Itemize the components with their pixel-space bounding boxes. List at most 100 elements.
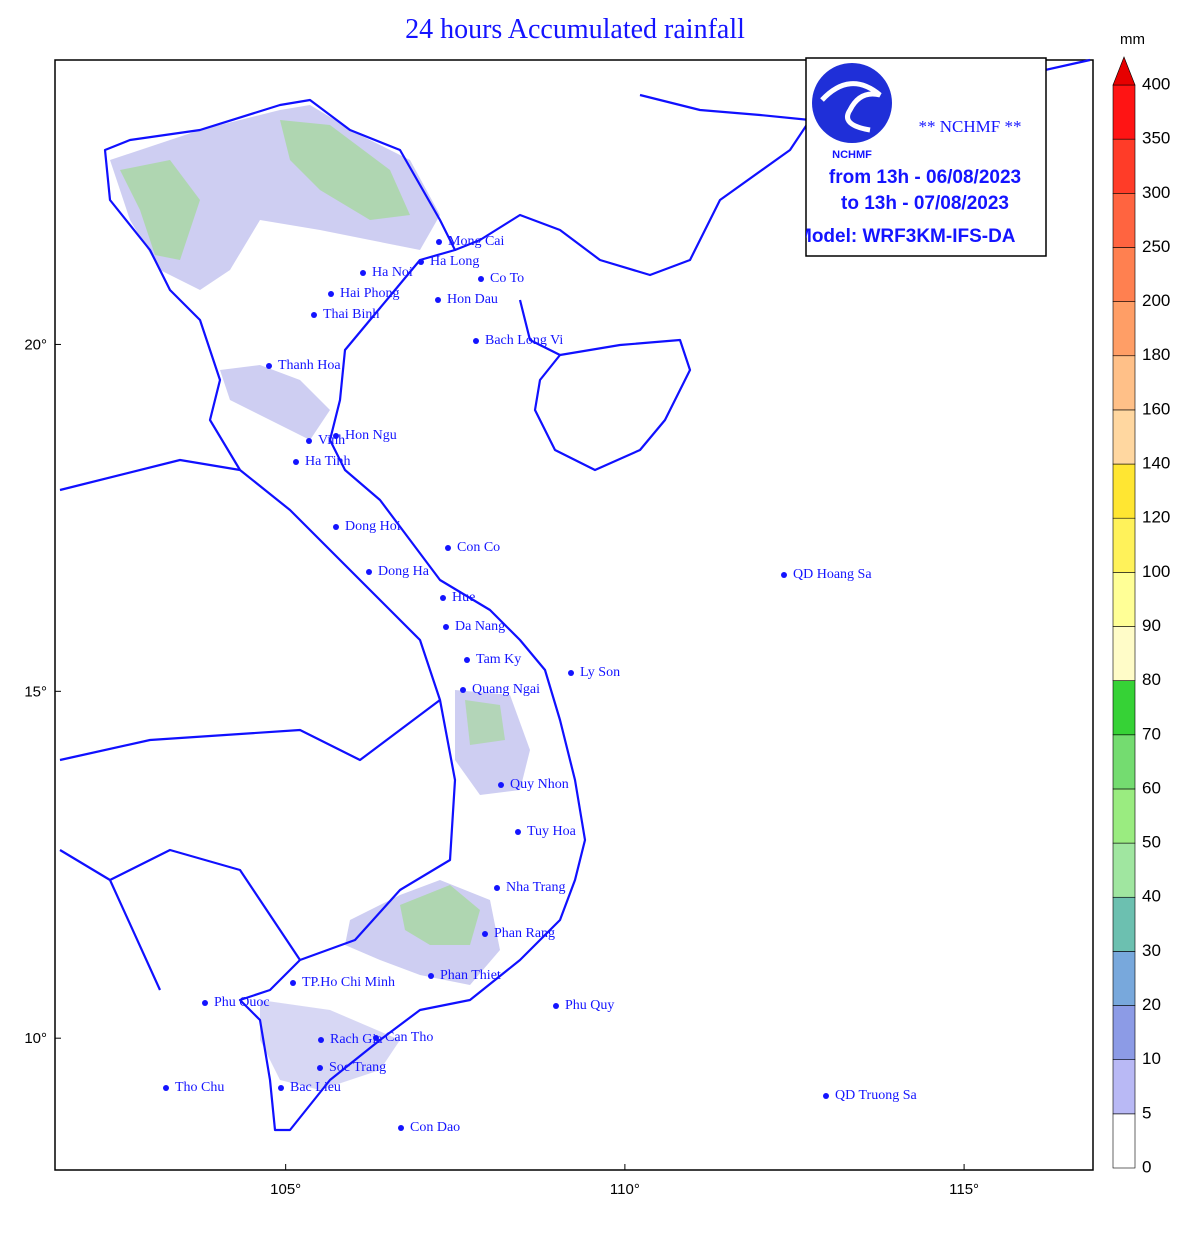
station-dot (311, 312, 317, 318)
title: 24 hours Accumulated rainfall (405, 14, 745, 45)
place-label: TP.Ho Chi Minh (302, 975, 395, 990)
station-dot (460, 687, 466, 693)
colorbar-label: 90 (1142, 616, 1161, 635)
place-label: Phan Thiet (440, 968, 501, 983)
agency: ** NCHMF ** (919, 117, 1022, 136)
place-label: Quy Nhon (510, 777, 569, 792)
vietnam-outline (103, 98, 587, 1132)
rain-shading (110, 105, 530, 1090)
colorbar-label: 70 (1142, 724, 1161, 743)
colorbar-label: 40 (1142, 887, 1161, 906)
place-label: QD Truong Sa (835, 1088, 917, 1103)
station-dot (515, 829, 521, 835)
place-label: Dong Hoi (345, 519, 401, 534)
station-dot (333, 524, 339, 530)
colorbar-bin (1112, 463, 1136, 519)
place-label: Soc Trang (329, 1060, 386, 1075)
station-dot (202, 1000, 208, 1006)
colorbar-label: 300 (1142, 183, 1170, 202)
colorbar-bin (1112, 1113, 1136, 1169)
place-label: QD Hoang Sa (793, 567, 872, 582)
colorbar-label: 0 (1142, 1157, 1151, 1176)
place-label: Con Dao (410, 1120, 460, 1135)
place-label: Con Co (457, 540, 500, 555)
station-dot (163, 1085, 169, 1091)
logo-swirl (820, 81, 882, 133)
place-labels: Mong Cai Ha Long Ha Noi Co To Hai Phong Hon D… (163, 234, 917, 1135)
colorbar-label: 120 (1142, 508, 1170, 527)
station-dot (436, 239, 442, 245)
station-dot (360, 270, 366, 276)
colorbar-label: 160 (1142, 399, 1170, 418)
station-dot (494, 885, 500, 891)
station-dot (328, 291, 334, 297)
place-label: Hon Ngu (345, 428, 397, 443)
place-label: Rach Gia (330, 1032, 383, 1047)
station-dot (266, 363, 272, 369)
colorbar-unit: mm (1120, 31, 1145, 48)
place-label: Phu Quoc (214, 995, 270, 1010)
colorbar-bin (1112, 842, 1136, 898)
station-dot (278, 1085, 284, 1091)
place-label: Hon Dau (447, 292, 498, 307)
place-label: Thai Binh (323, 307, 379, 322)
place-label: Da Nang (455, 619, 505, 634)
place-label: Hue (452, 590, 475, 605)
place-label: Ha Long (430, 254, 479, 269)
period-to: to 13h - 07/08/2023 (841, 193, 1009, 214)
colorbar-bin (1112, 193, 1136, 248)
laos-cambodia-border (59, 458, 441, 991)
station-dot (333, 433, 339, 439)
colorbar-label: 200 (1142, 291, 1170, 310)
station-dot (306, 438, 312, 444)
place-label: Hai Phong (340, 286, 400, 301)
colorbar-label: 50 (1142, 833, 1161, 852)
logo-text: NCHMF (832, 149, 872, 161)
info-box-frame (805, 57, 1047, 257)
colorbar-label: 100 (1142, 562, 1170, 581)
colorbar-bin (1112, 247, 1136, 302)
lon-tick-label: 115° (949, 1181, 979, 1198)
colorbar-label: 400 (1142, 74, 1170, 93)
place-label: Can Tho (385, 1030, 433, 1045)
place-label: Bac Lieu (290, 1080, 341, 1095)
colorbar-label: 350 (1142, 129, 1170, 148)
colorbar-bin (1112, 951, 1136, 1006)
hainan (533, 338, 692, 472)
place-label: Vinh (318, 433, 345, 448)
colorbar-bin (1112, 355, 1136, 411)
colorbar-bin (1112, 138, 1136, 194)
colorbar-bin (1112, 734, 1136, 790)
model-clip: Model: WRF3KM-IFS-DA (806, 226, 1016, 247)
station-dot (373, 1035, 379, 1041)
period-from: from 13h - 06/08/2023 (829, 167, 1021, 188)
station-dot (398, 1125, 404, 1131)
colorbar-bin (1112, 301, 1136, 357)
colorbar-bin (1112, 626, 1136, 681)
colorbar-bin (1112, 680, 1136, 736)
station-dot (464, 657, 470, 663)
colorbar-extend (1112, 56, 1136, 86)
station-dot (482, 931, 488, 937)
place-label: Dong Ha (378, 564, 430, 579)
lat-tick-label: 20° (24, 336, 47, 353)
station-dot (478, 276, 484, 282)
place-label: Phan Rang (494, 926, 555, 941)
lon-tick-label: 105° (270, 1181, 301, 1198)
station-dot (473, 338, 479, 344)
station-dot (317, 1065, 323, 1071)
colorbar-bin (1112, 788, 1136, 844)
colorbar-bin (1112, 84, 1136, 140)
station-dot (781, 572, 787, 578)
place-label: Mong Cai (448, 234, 505, 249)
station-dot (366, 569, 372, 575)
place-label: Tuy Hoa (527, 824, 577, 839)
station-dot (290, 980, 296, 986)
colorbar-label: 80 (1142, 670, 1161, 689)
map-axes: 105° 110° 115° 20° 15° 10° (24, 336, 979, 1198)
place-label: Phu Quy (565, 998, 614, 1013)
station-dot (318, 1037, 324, 1043)
station-dot (823, 1093, 829, 1099)
place-label: Ha Tinh (305, 454, 351, 469)
colorbar-bin (1112, 409, 1136, 465)
